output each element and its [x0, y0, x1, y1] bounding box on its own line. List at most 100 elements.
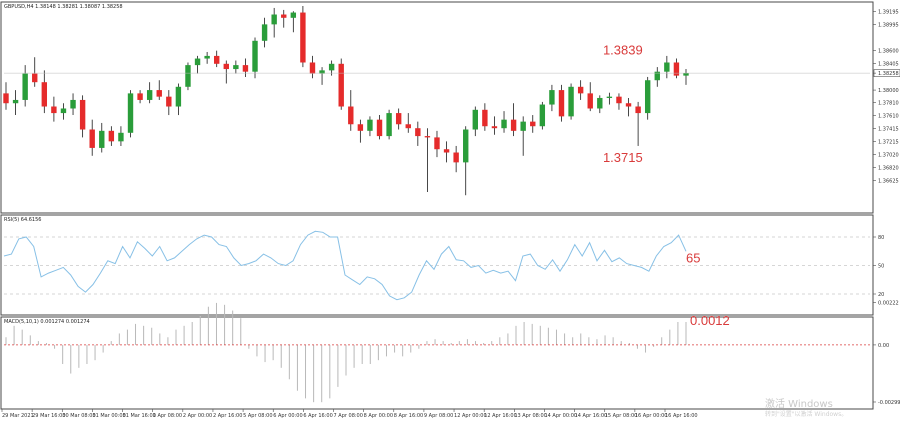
- candle: [261, 17, 268, 48]
- candle: [664, 55, 670, 79]
- candle-body-bearish: [577, 86, 584, 94]
- candle: [463, 126, 469, 196]
- candle-body-bullish: [146, 90, 153, 100]
- candle: [3, 82, 9, 110]
- candle: [146, 82, 153, 104]
- candle-body-bullish: [185, 65, 191, 87]
- macd-tick-label: 0.00222: [878, 301, 899, 307]
- rsi-panel[interactable]: 65 RSI(5) 64.6156 80 50 20: [0, 214, 884, 316]
- price-tick-label: 1.36820: [878, 166, 899, 172]
- candle: [376, 115, 383, 140]
- candle-body-bullish: [271, 14, 277, 25]
- candle-body-bullish: [463, 129, 469, 163]
- candle: [348, 90, 354, 131]
- price-tick-label: 1.37020: [878, 152, 899, 158]
- price-level-label: 1.3715: [603, 150, 643, 165]
- candle-body-bearish: [616, 96, 622, 104]
- time-tick-label: 2 Apr 16:00: [213, 413, 242, 419]
- candle-body-bullish: [606, 96, 613, 98]
- rsi-panel-title: RSI(5) 64.6156: [4, 217, 41, 223]
- candle-body-bearish: [625, 103, 632, 107]
- price-tick-label: 1.37415: [878, 127, 899, 133]
- candle-body-bearish: [309, 62, 316, 74]
- candle-body-bearish: [510, 119, 517, 131]
- time-tick-label: 12 Apr 16:00: [484, 413, 517, 419]
- macd-value-label: 0.0012: [690, 313, 730, 328]
- rsi-panel-frame: [0, 214, 874, 316]
- candle: [424, 128, 431, 192]
- candle: [41, 70, 48, 114]
- candle: [156, 80, 162, 100]
- candle-body-bearish: [395, 113, 402, 125]
- candle: [175, 83, 182, 116]
- price-panel-frame: [0, 1, 874, 214]
- rsi-axis: 80 50 20: [873, 235, 884, 298]
- candle-body-bearish: [415, 128, 421, 137]
- candle: [482, 103, 488, 131]
- candle: [166, 90, 172, 116]
- price-panel[interactable]: 1.3839 1.3715 GBPUSD,H4 1.38148 1.38281 1…: [0, 1, 900, 214]
- price-tick-label: 1.38600: [878, 49, 899, 55]
- rsi-line: [3, 230, 687, 301]
- candle-body-bearish: [338, 63, 344, 107]
- candle-body-bearish: [424, 136, 431, 138]
- candle: [558, 84, 565, 122]
- price-tick-label: 1.38258: [878, 71, 899, 77]
- candle: [625, 97, 632, 117]
- candle-body-bearish: [482, 109, 488, 127]
- candle-body-bullish: [367, 119, 373, 131]
- candle: [338, 58, 344, 110]
- candle: [79, 95, 86, 138]
- time-tick-label: 5 Apr 08:00: [243, 413, 272, 419]
- candle-body-bearish: [443, 149, 450, 153]
- candle: [539, 101, 546, 130]
- time-tick-label: 16 Apr 16:00: [665, 413, 698, 419]
- candle-body-bearish: [357, 124, 364, 131]
- price-tick-label: 1.38995: [878, 23, 899, 29]
- time-tick-label: 29 Mar 2021: [2, 413, 34, 419]
- candle-body-bullish: [99, 130, 105, 148]
- candle-body-bullish: [118, 132, 124, 142]
- candle-body-bullish: [520, 121, 526, 131]
- candle-body-bearish: [166, 96, 172, 107]
- candle: [223, 60, 229, 84]
- macd-panel[interactable]: 0.0012 MACD(5,10,1) 0.001274 0.001274 0.…: [0, 301, 900, 410]
- time-tick-label: 9 Apr 08:00: [424, 413, 453, 419]
- candle-body-bullish: [12, 99, 19, 104]
- candle: [415, 121, 421, 146]
- time-tick-label: 30 Mar 08:00: [62, 413, 95, 419]
- candle-body-bullish: [233, 65, 239, 70]
- candle-body-bullish: [127, 93, 134, 133]
- candle: [635, 101, 641, 146]
- rsi-value-label: 65: [686, 250, 700, 265]
- time-tick-label: 31 Mar 16:00: [123, 413, 156, 419]
- candle: [290, 11, 297, 33]
- candle: [510, 103, 517, 137]
- candle: [108, 126, 115, 146]
- candle: [32, 57, 38, 87]
- candle: [530, 115, 536, 133]
- candle-body-bearish: [214, 55, 220, 64]
- price-tick-label: 1.37610: [878, 114, 899, 120]
- candle-body-bearish: [3, 93, 9, 104]
- time-tick-label: 12 Apr 00:00: [454, 413, 487, 419]
- candle: [281, 9, 287, 28]
- rsi-tick-label: 80: [878, 235, 884, 241]
- price-tick-label: 1.38405: [878, 61, 899, 67]
- candle: [214, 50, 220, 68]
- price-tick-label: 1.38000: [878, 88, 899, 94]
- candle: [127, 90, 134, 138]
- candle-body-bearish: [156, 90, 162, 97]
- candle: [51, 96, 57, 122]
- candle-body-bearish: [376, 119, 383, 137]
- candle: [367, 116, 373, 137]
- candle: [357, 119, 364, 143]
- candle: [405, 113, 411, 133]
- candle-body-bearish: [89, 129, 95, 148]
- candle: [597, 95, 603, 114]
- candle-body-bullish: [549, 90, 555, 105]
- rsi-tick-label: 20: [878, 292, 884, 298]
- candle-body-bullish: [60, 108, 67, 114]
